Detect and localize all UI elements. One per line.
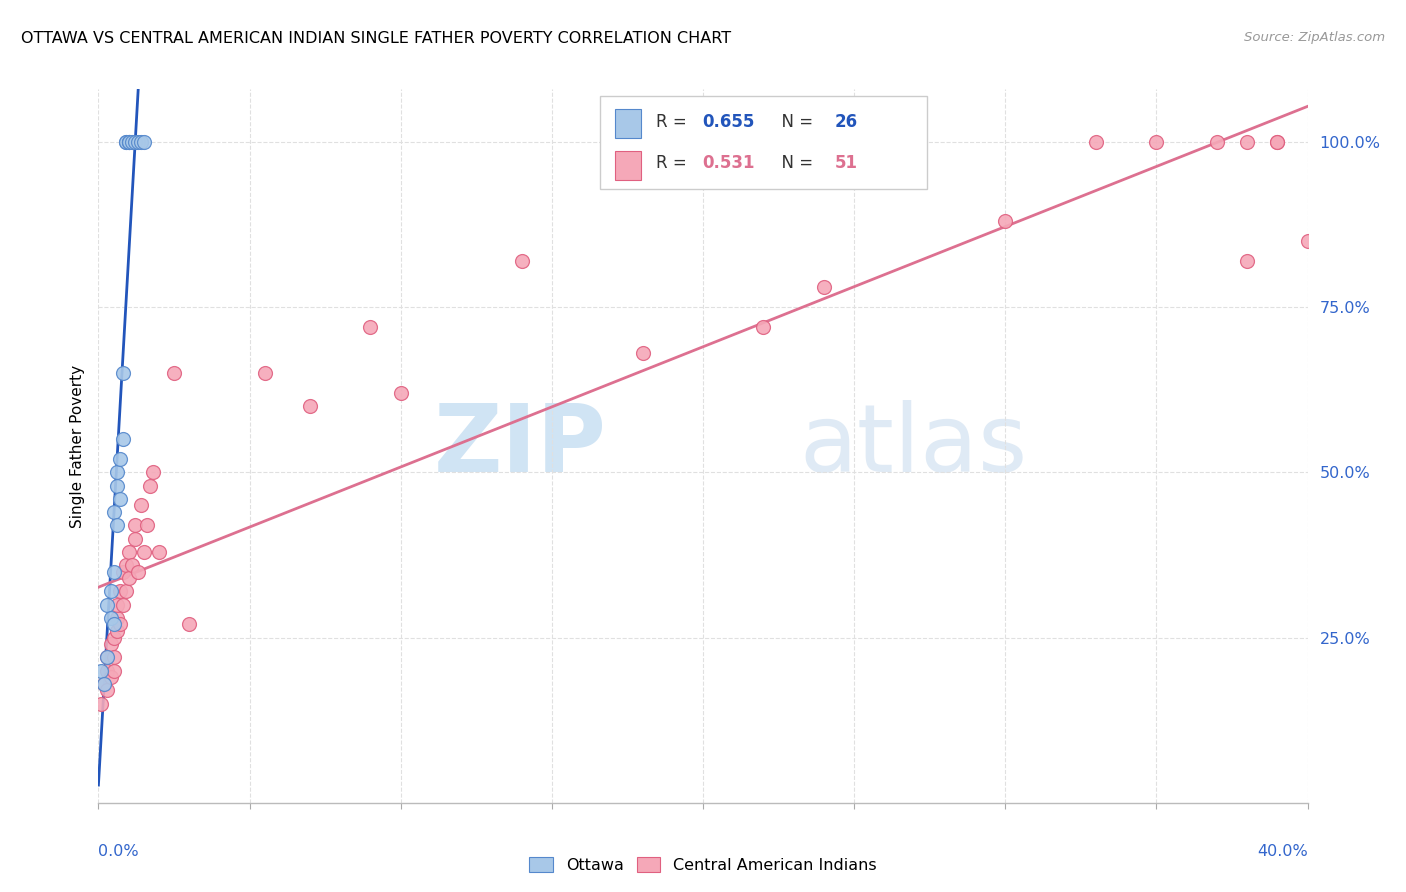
Point bbox=[904, 135, 927, 149]
Point bbox=[118, 545, 141, 559]
Point bbox=[96, 650, 118, 665]
Point bbox=[253, 367, 276, 381]
Point bbox=[108, 452, 131, 467]
Point bbox=[96, 664, 118, 678]
Point bbox=[121, 135, 143, 149]
Point bbox=[163, 367, 186, 381]
Text: R =: R = bbox=[655, 113, 692, 131]
Point bbox=[108, 584, 131, 599]
Point bbox=[103, 631, 125, 645]
Text: Source: ZipAtlas.com: Source: ZipAtlas.com bbox=[1244, 31, 1385, 45]
Point bbox=[1144, 135, 1167, 149]
Point bbox=[103, 565, 125, 579]
Text: 0.0%: 0.0% bbox=[98, 845, 139, 859]
Point bbox=[100, 637, 122, 651]
Point bbox=[118, 135, 141, 149]
Point bbox=[752, 320, 775, 334]
Point bbox=[93, 677, 115, 691]
Point bbox=[299, 400, 322, 414]
Point bbox=[118, 135, 141, 149]
Y-axis label: Single Father Poverty: Single Father Poverty bbox=[69, 365, 84, 527]
Point bbox=[124, 135, 146, 149]
Point bbox=[129, 499, 152, 513]
Point bbox=[100, 611, 122, 625]
Text: OTTAWA VS CENTRAL AMERICAN INDIAN SINGLE FATHER POVERTY CORRELATION CHART: OTTAWA VS CENTRAL AMERICAN INDIAN SINGLE… bbox=[21, 31, 731, 46]
Point bbox=[103, 505, 125, 519]
Point bbox=[93, 677, 115, 691]
Text: N =: N = bbox=[770, 113, 818, 131]
Point bbox=[360, 320, 382, 334]
Point bbox=[124, 518, 146, 533]
Point bbox=[111, 598, 134, 612]
Text: ZIP: ZIP bbox=[433, 400, 606, 492]
Point bbox=[132, 545, 155, 559]
Point bbox=[111, 367, 134, 381]
Point bbox=[631, 346, 654, 360]
Point bbox=[994, 214, 1017, 228]
Point bbox=[114, 135, 136, 149]
Point bbox=[1085, 135, 1108, 149]
Point bbox=[1265, 135, 1288, 149]
Point bbox=[100, 584, 122, 599]
Point bbox=[96, 598, 118, 612]
Point bbox=[139, 478, 162, 492]
Point bbox=[1206, 135, 1229, 149]
Point bbox=[103, 617, 125, 632]
Point bbox=[127, 135, 149, 149]
Point bbox=[129, 135, 152, 149]
Point bbox=[118, 135, 141, 149]
FancyBboxPatch shape bbox=[600, 96, 927, 189]
Point bbox=[103, 650, 125, 665]
Point bbox=[103, 664, 125, 678]
Point bbox=[1296, 234, 1319, 248]
Point bbox=[114, 135, 136, 149]
Bar bbox=[614, 151, 641, 180]
Point bbox=[111, 565, 134, 579]
Text: 0.531: 0.531 bbox=[702, 154, 754, 172]
Point bbox=[90, 697, 112, 711]
Point bbox=[111, 433, 134, 447]
Point bbox=[114, 558, 136, 572]
Point bbox=[90, 664, 112, 678]
Point bbox=[105, 611, 128, 625]
Point bbox=[510, 254, 533, 268]
Point bbox=[105, 478, 128, 492]
Point bbox=[105, 598, 128, 612]
Point bbox=[1236, 135, 1258, 149]
Text: atlas: atlas bbox=[800, 400, 1028, 492]
Point bbox=[96, 683, 118, 698]
Point bbox=[1236, 254, 1258, 268]
Point bbox=[118, 571, 141, 585]
Point bbox=[135, 518, 157, 533]
Legend: Ottawa, Central American Indians: Ottawa, Central American Indians bbox=[523, 851, 883, 880]
Point bbox=[813, 280, 835, 294]
Text: 51: 51 bbox=[835, 154, 858, 172]
Point bbox=[132, 135, 155, 149]
Point bbox=[114, 584, 136, 599]
Point bbox=[105, 518, 128, 533]
Point bbox=[96, 650, 118, 665]
Bar bbox=[614, 109, 641, 138]
Point bbox=[127, 565, 149, 579]
Point bbox=[1265, 135, 1288, 149]
Point bbox=[389, 386, 412, 401]
Point bbox=[177, 617, 201, 632]
Point bbox=[142, 466, 165, 480]
Text: R =: R = bbox=[655, 154, 692, 172]
Point bbox=[121, 558, 143, 572]
Point bbox=[100, 670, 122, 684]
Point bbox=[108, 491, 131, 506]
Point bbox=[124, 532, 146, 546]
Text: 0.655: 0.655 bbox=[702, 113, 754, 131]
Point bbox=[105, 624, 128, 638]
Text: 40.0%: 40.0% bbox=[1257, 845, 1308, 859]
Text: N =: N = bbox=[770, 154, 818, 172]
Text: 26: 26 bbox=[835, 113, 858, 131]
Point bbox=[108, 617, 131, 632]
Point bbox=[105, 466, 128, 480]
Point bbox=[148, 545, 170, 559]
